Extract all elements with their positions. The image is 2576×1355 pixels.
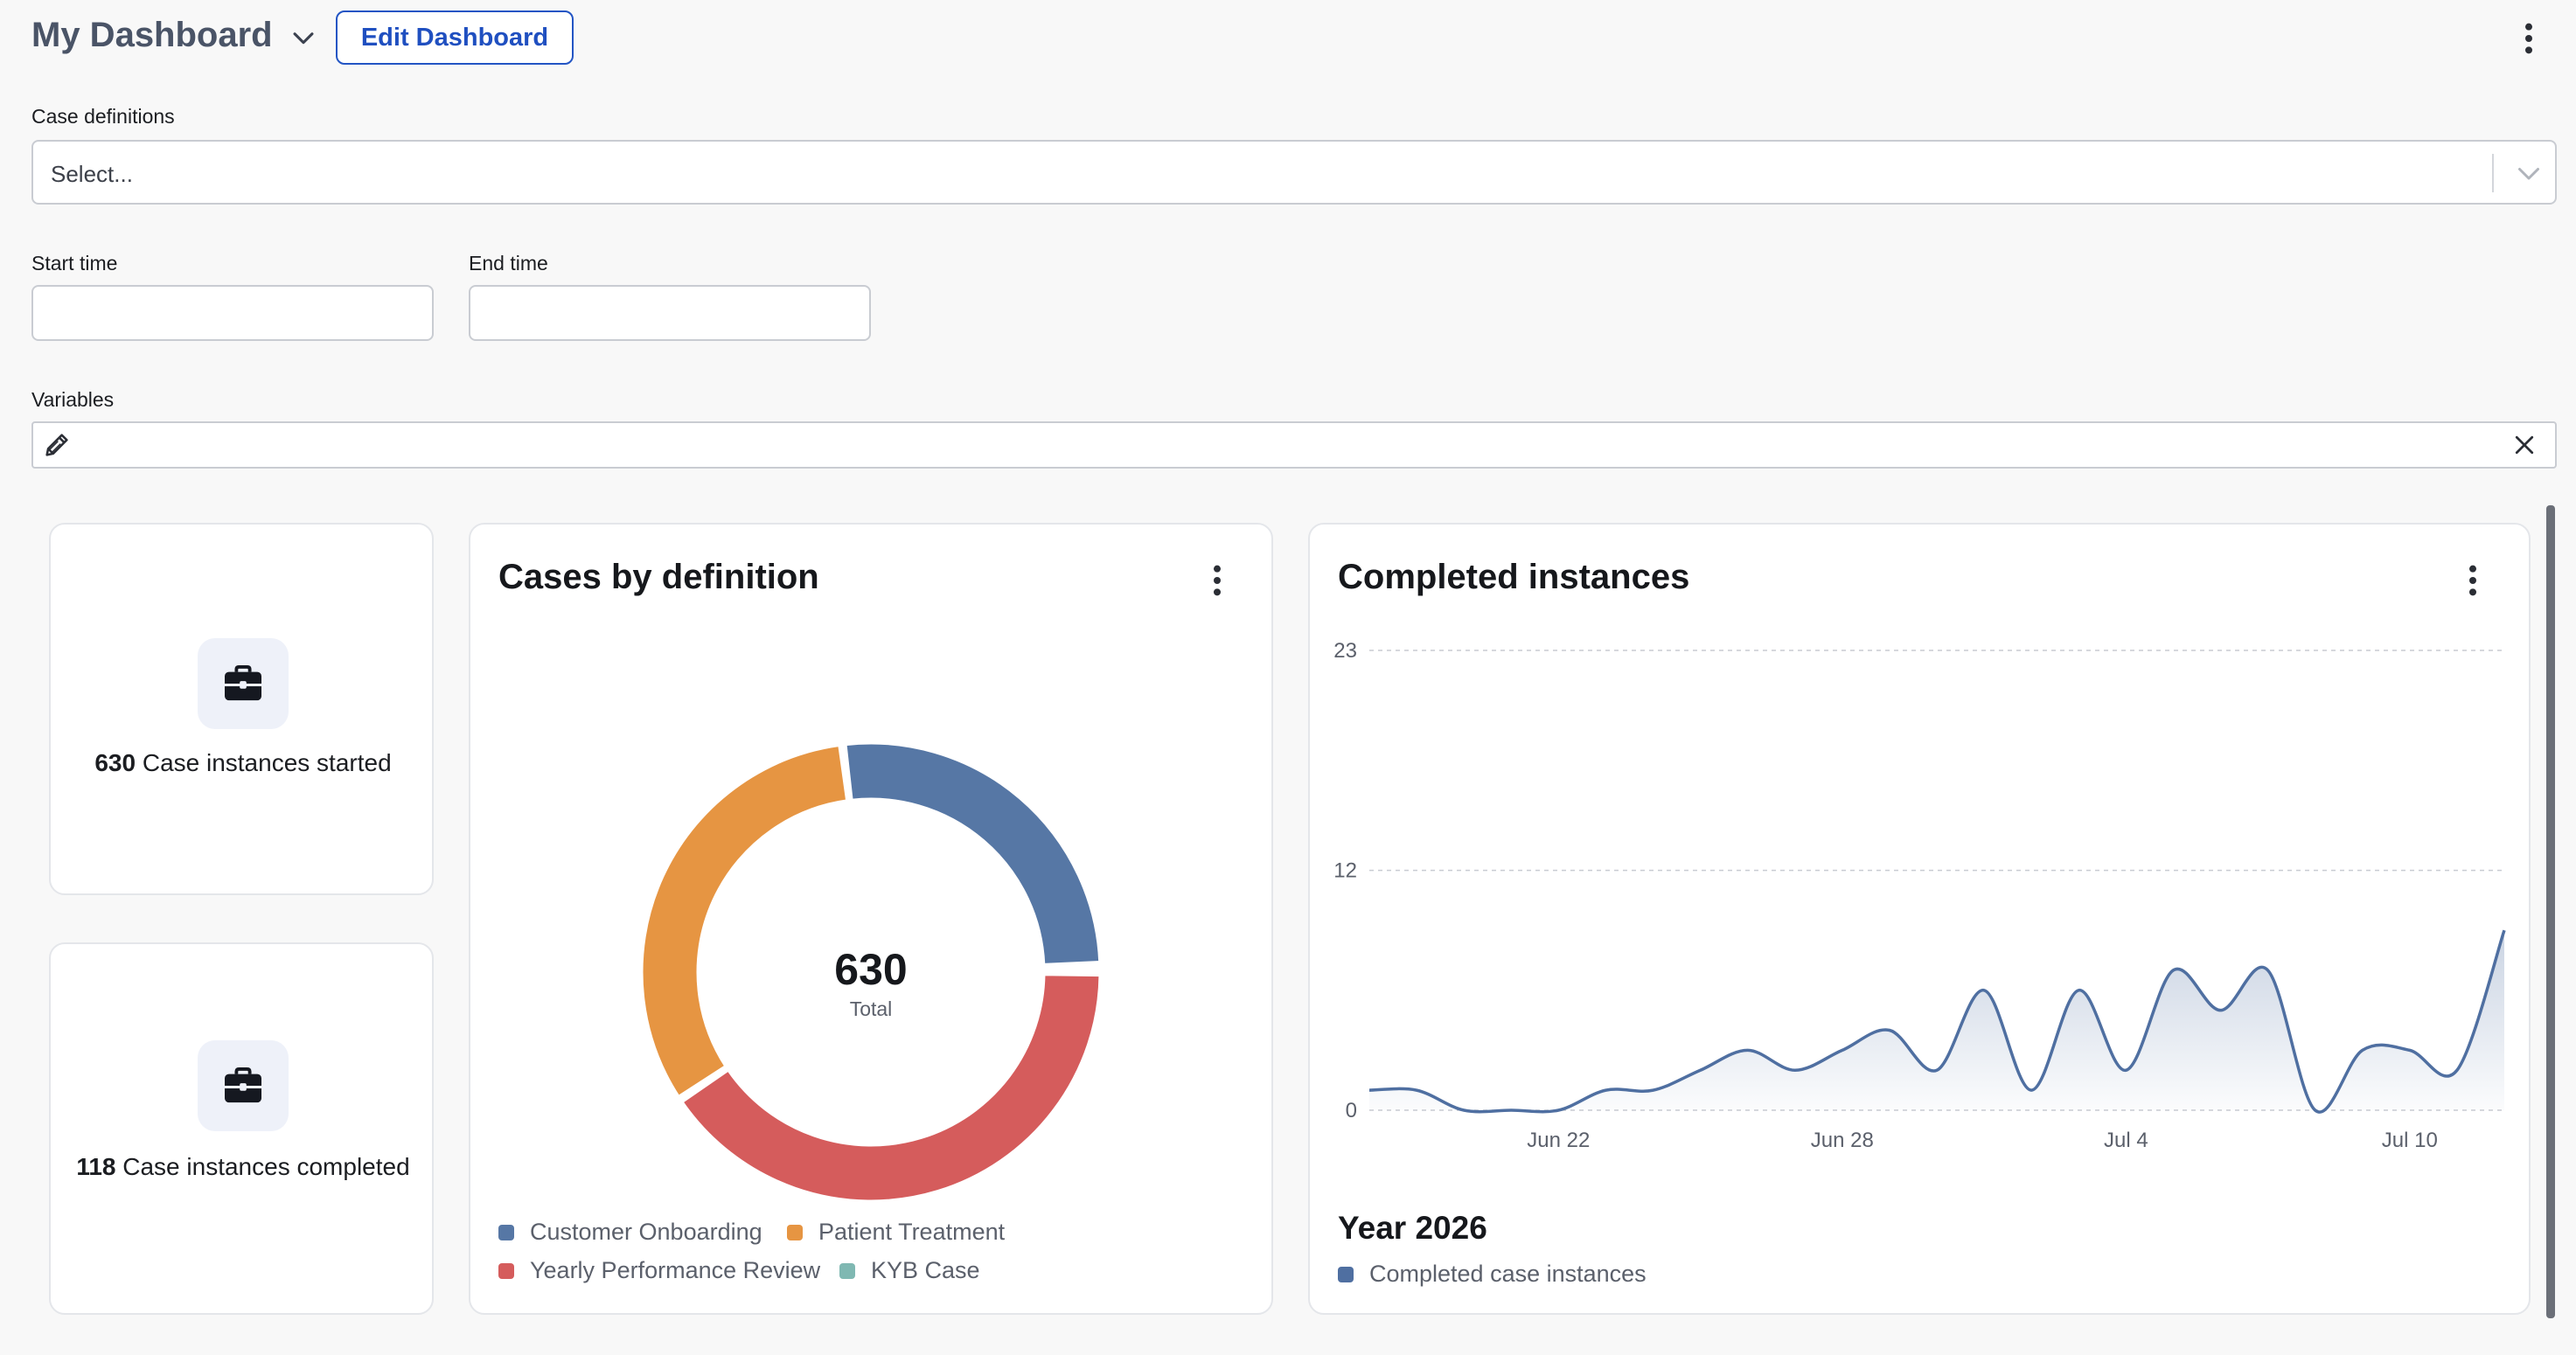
legend-swatch bbox=[787, 1224, 803, 1240]
line-series bbox=[1368, 929, 2506, 1114]
pencil-icon[interactable] bbox=[42, 430, 72, 460]
kebab-icon[interactable] bbox=[2517, 21, 2541, 56]
x-tick-label: Jun 28 bbox=[1811, 1129, 1874, 1152]
briefcase-icon bbox=[198, 1040, 289, 1131]
legend-label: Patient Treatment bbox=[818, 1219, 1006, 1245]
kpi-description: Case instances completed bbox=[122, 1153, 410, 1180]
legend-label: KYB Case bbox=[871, 1257, 980, 1283]
legend-item[interactable]: Customer Onboarding bbox=[498, 1219, 762, 1246]
select-separator bbox=[2492, 154, 2494, 192]
donut-chart: 630 Total bbox=[640, 741, 1102, 1203]
variables-field[interactable] bbox=[31, 421, 2557, 469]
legend-swatch bbox=[839, 1262, 855, 1279]
briefcase-icon bbox=[198, 638, 289, 729]
cases-by-definition-card: Cases by definition 630 Total Customer O… bbox=[469, 523, 1273, 1315]
legend-label: Customer Onboarding bbox=[530, 1219, 762, 1245]
case-definitions-placeholder: Select... bbox=[51, 161, 133, 187]
start-time-input[interactable] bbox=[31, 285, 434, 341]
legend-swatch bbox=[1338, 1266, 1354, 1282]
close-icon[interactable] bbox=[2511, 432, 2538, 458]
y-tick-label: 23 bbox=[1333, 639, 1357, 663]
kpi-value: 118 bbox=[76, 1153, 116, 1180]
case-definitions-label: Case definitions bbox=[31, 105, 175, 128]
legend-label: Completed case instances bbox=[1369, 1261, 1647, 1287]
y-tick-label: 0 bbox=[1346, 1099, 1357, 1122]
chevron-down-icon[interactable] bbox=[2513, 157, 2545, 189]
line-chart: 0 12 23 Jun 22 Jun 28 Jul 4 Jul 10 bbox=[1333, 639, 2506, 1152]
donut-slice-yearly-performance-review[interactable] bbox=[680, 973, 1102, 1203]
year-label: Year 2026 bbox=[1338, 1210, 1487, 1246]
legend-swatch bbox=[498, 1224, 514, 1240]
x-tick-label: Jul 10 bbox=[2382, 1129, 2438, 1152]
legend-label: Yearly Performance Review bbox=[530, 1257, 821, 1283]
legend-item[interactable]: Yearly Performance Review bbox=[498, 1257, 820, 1284]
kpi-label: 118 Case instances completed bbox=[68, 1150, 418, 1183]
legend-swatch bbox=[498, 1262, 514, 1279]
page-title: My Dashboard bbox=[31, 16, 273, 54]
variables-label: Variables bbox=[31, 388, 115, 411]
donut-total-value: 630 bbox=[834, 945, 907, 994]
x-tick-label: Jun 22 bbox=[1527, 1129, 1590, 1152]
end-time-input[interactable] bbox=[469, 285, 871, 341]
start-time-label: Start time bbox=[31, 252, 118, 274]
x-tick-label: Jul 4 bbox=[2104, 1129, 2148, 1152]
kpi-label: 630 Case instances started bbox=[68, 747, 418, 779]
card-title: Completed instances bbox=[1338, 558, 1690, 596]
kpi-card-started: 630 Case instances started bbox=[49, 523, 434, 895]
card-title: Cases by definition bbox=[498, 558, 819, 596]
page-scrollbar[interactable] bbox=[2546, 505, 2555, 1318]
legend-item[interactable]: KYB Case bbox=[839, 1257, 980, 1284]
end-time-label: End time bbox=[469, 252, 548, 274]
kpi-description: Case instances started bbox=[142, 749, 392, 776]
donut-slice-patient-treatment[interactable] bbox=[640, 743, 849, 1099]
kpi-card-completed: 118 Case instances completed bbox=[49, 942, 434, 1315]
kpi-value: 630 bbox=[94, 749, 136, 776]
donut-slice-customer-onboarding[interactable] bbox=[844, 741, 1102, 966]
line-area-fill bbox=[1369, 930, 2504, 1113]
edit-dashboard-button[interactable]: Edit Dashboard bbox=[336, 10, 574, 65]
completed-instances-card: Completed instances 0 12 23 Jun 22 Jun 28 Jul… bbox=[1308, 523, 2531, 1315]
kebab-icon[interactable] bbox=[1207, 563, 1228, 598]
y-tick-label: 12 bbox=[1333, 859, 1357, 883]
legend-item[interactable]: Patient Treatment bbox=[787, 1219, 1005, 1246]
kebab-icon[interactable] bbox=[2462, 563, 2483, 598]
chevron-down-icon[interactable] bbox=[289, 23, 318, 52]
donut-total-label: Total bbox=[850, 997, 893, 1020]
case-definitions-select[interactable]: Select... bbox=[31, 140, 2557, 205]
legend-item: Completed case instances bbox=[1338, 1261, 1647, 1288]
